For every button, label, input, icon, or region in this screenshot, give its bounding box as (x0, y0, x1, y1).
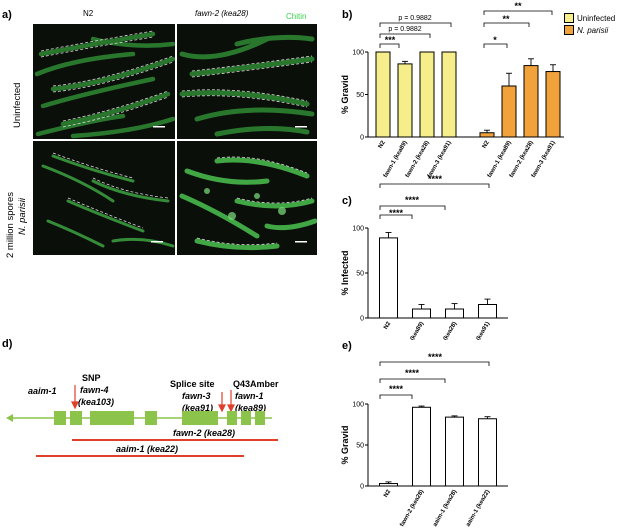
x-tick-label: aaim-1 (kea28) (432, 489, 458, 528)
chart-c-comparisons (379, 183, 490, 219)
chart-b-comp-1: p = 0.9882 (398, 15, 431, 22)
bar (412, 406, 431, 487)
legend-label-nparisii: N. parisii (577, 25, 609, 35)
chart-b-comp-2: p = 0.9882 (388, 26, 421, 33)
y-axis-label: % Gravid (340, 75, 350, 114)
legend-swatch-uninfected (564, 13, 574, 23)
row-label-uninfected: Uninfected (12, 82, 23, 128)
y-tick-label: 0 (360, 316, 364, 323)
x-tick-label: N2 (378, 139, 387, 149)
x-tick-label: fawn-1 (kea89) (399, 321, 425, 340)
y-tick-label: 50 (356, 92, 364, 99)
label-kea89: (kea89) (235, 403, 266, 413)
chart-b-comp-6: * (493, 35, 497, 45)
label-kea91: (kea91) (182, 403, 213, 413)
y-tick-label: 100 (352, 50, 364, 57)
bar (478, 418, 497, 487)
chart-c-comp-3: **** (389, 208, 404, 218)
x-tick-label: aaim-1 (kea22) (465, 489, 491, 528)
label-snp: SNP (82, 373, 101, 383)
bar (419, 51, 435, 138)
bar (375, 51, 391, 138)
chart-c: **** **** **** 0 50 100 % Infected N2 fawn-1 … (340, 174, 508, 340)
y-axis-label: % Infected (340, 250, 350, 295)
chart-c-comp-2: **** (405, 195, 420, 205)
label-aaim1: aaim-1 (28, 386, 57, 396)
legend-item-uninfected: Uninfected (564, 13, 615, 23)
x-tick-label: fawn-2 (kea28) (399, 489, 425, 528)
label-fawn3: fawn-3 (182, 391, 211, 401)
x-tick-label: N2 (383, 320, 392, 330)
chart-b-comp-3: *** (385, 35, 396, 45)
bar (545, 71, 561, 138)
col-label-n2: N2 (83, 9, 94, 18)
bar (445, 308, 464, 319)
chart-b-comp-5: ** (502, 14, 510, 24)
micrograph-fawn2-uninfected (177, 24, 317, 139)
bar (412, 308, 431, 319)
x-tick-label: N2 (383, 488, 392, 498)
chart-e-comp-3: **** (389, 384, 404, 394)
label-fawn1: fawn-1 (235, 391, 264, 401)
label-aaim1-bar: aaim-1 (kea22) (116, 444, 178, 454)
legend-item-nparisii: N. parisii (564, 25, 615, 35)
row-label-nparisii: N. parisii (17, 198, 28, 235)
chart-e-comparisons (379, 361, 490, 399)
panel-b-letter: b) (342, 9, 353, 21)
micrograph-fawn2-infected (177, 141, 317, 255)
chart-b: p = 0.9882 p = 0.9882 *** ** ** * 0 50 100… (340, 1, 564, 178)
col-label-fawn2: fawn-2 (kea28) (195, 9, 249, 18)
y-tick-label: 100 (352, 402, 364, 409)
bar (441, 51, 457, 138)
chart-c-comp-1: **** (428, 174, 443, 184)
y-tick-label: 50 (356, 271, 364, 278)
bar (479, 132, 495, 138)
row-label-spores: 2 million spores (5, 192, 16, 258)
chart-e-comp-2: **** (405, 368, 420, 378)
y-tick-label: 50 (356, 443, 364, 450)
bar (379, 483, 398, 487)
gene-diagram: aaim-1 SNP fawn-4 (kea103) Splice site f… (6, 373, 279, 457)
panel-e-letter: e) (342, 340, 352, 352)
micrograph-n2-infected (33, 141, 175, 255)
micrograph-n2-uninfected (33, 24, 175, 139)
x-tick-label: fawn-2 (kea28) (432, 321, 458, 340)
mutation-arrows (71, 385, 235, 413)
chart-b-comparisons (379, 10, 553, 48)
panel-a-letter: a) (2, 9, 12, 21)
legend-label-uninfected: Uninfected (577, 13, 616, 23)
label-splice: Splice site (170, 379, 215, 389)
bar (379, 237, 398, 319)
y-tick-label: 0 (360, 484, 364, 491)
label-kea103: (kea103) (78, 397, 114, 407)
label-fawn2-bar: fawn-2 (kea28) (173, 428, 235, 438)
y-axis-label: % Gravid (340, 425, 350, 464)
label-fawn4: fawn-4 (80, 385, 109, 395)
x-tick-label: fawn-3 (kea91) (465, 321, 491, 340)
label-q43: Q43Amber (233, 379, 279, 389)
chart-e-comp-1: **** (428, 352, 443, 362)
bar (445, 416, 464, 487)
chart-b-comp-4: ** (514, 1, 522, 11)
chart-e: **** **** **** 0 50 100 % Gravid N2 fawn-2 (k… (340, 352, 508, 528)
bar (478, 304, 497, 319)
panel-c-letter: c) (342, 195, 352, 207)
bar (523, 65, 539, 138)
y-tick-label: 100 (352, 226, 364, 233)
x-tick-label: N2 (482, 139, 491, 149)
gene-model (6, 411, 272, 425)
panel-d-letter: d) (2, 338, 13, 350)
bar (397, 63, 413, 138)
legend-swatch-nparisii (564, 25, 574, 35)
stain-label: Chitin (286, 12, 307, 21)
y-tick-label: 0 (360, 135, 364, 142)
legend: Uninfected N. parisii (564, 13, 615, 35)
bar (501, 85, 517, 138)
